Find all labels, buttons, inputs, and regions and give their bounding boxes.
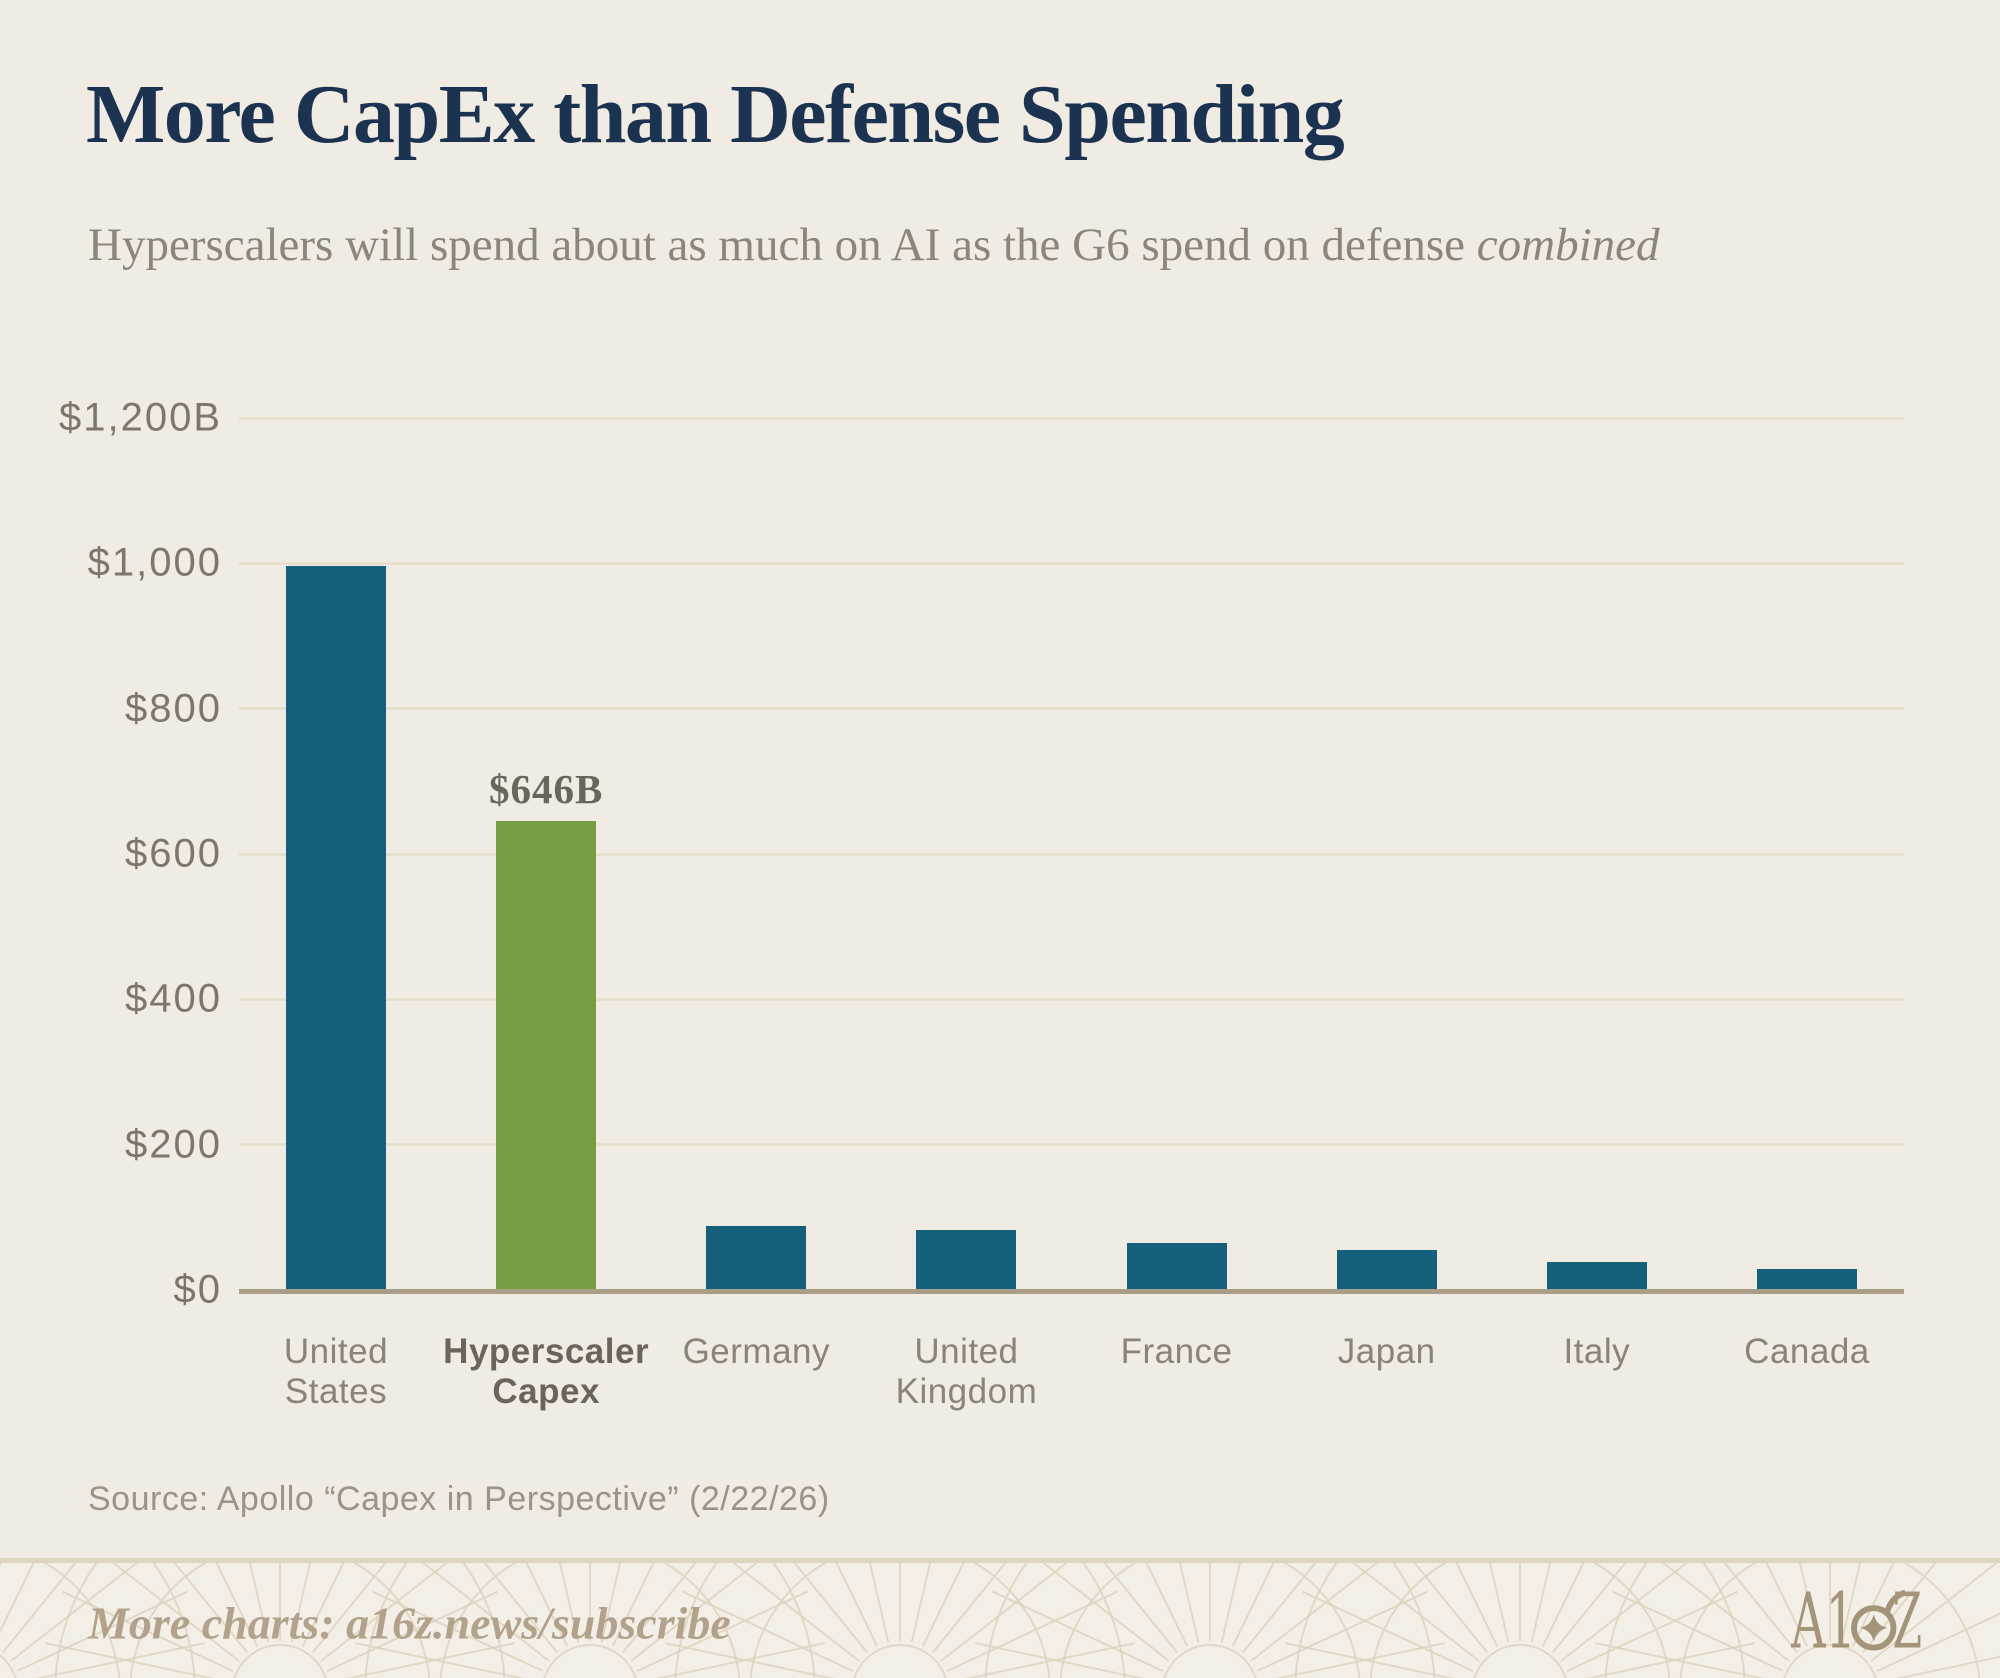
logo-letters-left: A1 — [1791, 1587, 1856, 1655]
bar-germany — [706, 1226, 807, 1290]
source-note: Source: Apollo “Capex in Perspective” (2… — [88, 1480, 830, 1518]
bar-hyperscaler-capex: $646B — [489, 766, 602, 1290]
x-axis-label: France — [1120, 1332, 1233, 1371]
bar-group: Japan — [1336, 418, 1437, 1371]
x-axis-line — [239, 1289, 1904, 1294]
gridline — [239, 561, 1904, 565]
bar-group: Germany — [683, 418, 830, 1371]
bar-value-label: $646B — [488, 765, 604, 812]
footer-band: More charts: a16z.news/subscribe A1 Z — [0, 1558, 2000, 1678]
x-axis-label: United Kingdom — [895, 1332, 1038, 1411]
y-axis-labels: $1,200B $1,000 $800 $600 $400 $200 $0 — [0, 396, 222, 1312]
bar-italy — [1546, 1262, 1647, 1290]
bar-group: United States — [284, 418, 388, 1411]
bar-group: United Kingdom — [896, 418, 1037, 1411]
y-axis-tick-label: $1,200B — [58, 395, 222, 440]
y-axis-tick-label: $800 — [125, 686, 222, 731]
x-axis-label: Japan — [1337, 1332, 1436, 1371]
bar-france — [1126, 1242, 1227, 1290]
bars: United States $646B Hyperscaler Capex Germany… — [239, 418, 1904, 1411]
logo-letters-right: Z — [1892, 1587, 1922, 1655]
bar-united-kingdom — [916, 1230, 1017, 1290]
chart-subtitle: Hyperscalers will spend about as much on… — [88, 218, 1660, 272]
gridline — [239, 997, 1904, 1001]
y-axis-tick-label: $200 — [125, 1122, 222, 1167]
gridline — [239, 707, 1904, 711]
plot-area: United States $646B Hyperscaler Capex Germany… — [239, 416, 1904, 1411]
a16z-logo: A1 Z — [1791, 1587, 1922, 1655]
gridline — [239, 852, 1904, 856]
subtitle-emphasis: combined — [1476, 219, 1660, 271]
bar-group: Italy — [1546, 418, 1647, 1371]
bar-japan — [1336, 1250, 1437, 1290]
logo-six-glyph — [1851, 1589, 1907, 1651]
gridline — [239, 416, 1904, 420]
y-axis-tick-label: $0 — [173, 1267, 222, 1312]
bar-group: $646B Hyperscaler Capex — [443, 418, 648, 1411]
y-axis-tick-label: $600 — [125, 831, 222, 876]
bar-group: France — [1121, 418, 1232, 1371]
y-axis-tick-label: $1,000 — [87, 540, 222, 585]
subtitle-main: Hyperscalers will spend about as much on… — [88, 219, 1477, 271]
bar-united-states — [286, 565, 386, 1290]
x-axis-label: United States — [283, 1332, 389, 1411]
chart-title: More CapEx than Defense Spending — [86, 68, 1345, 161]
bar-canada — [1756, 1268, 1857, 1290]
gridline — [239, 1143, 1904, 1147]
x-axis-label: Germany — [682, 1332, 830, 1371]
art-deco-pattern — [0, 1563, 2000, 1678]
footer-subscribe-text: More charts: a16z.news/subscribe — [88, 1597, 731, 1649]
bar-group: Canada — [1744, 418, 1869, 1371]
x-axis-label: Canada — [1744, 1332, 1870, 1371]
x-axis-label: Italy — [1563, 1332, 1631, 1371]
y-axis-tick-label: $400 — [125, 976, 222, 1021]
x-axis-label: Hyperscaler Capex — [443, 1332, 650, 1411]
